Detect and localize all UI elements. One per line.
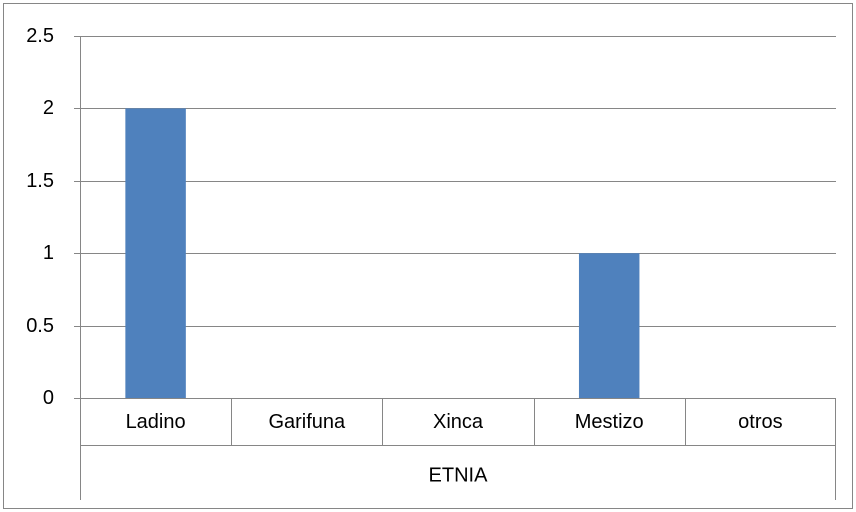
gridlines [80,36,836,327]
axes [74,36,836,500]
y-tick-label: 2.5 [26,25,54,47]
bars [125,108,640,399]
x-category-label: otros [738,411,782,433]
x-axis-group-label: ETNIA [429,464,489,486]
y-tick-label: 1.5 [26,170,54,192]
y-tick-label: 1 [43,242,54,264]
y-tick-label: 2 [43,97,54,119]
bar-mestizo [578,253,640,398]
x-category-label: Mestizo [575,411,644,433]
x-category-label: Garifuna [268,411,346,433]
x-axis-category-labels: Ladino Garifuna Xinca Mestizo otros [126,411,783,433]
bar-ladino [125,108,186,399]
x-category-label: Xinca [433,411,484,433]
y-tick-label: 0.5 [26,315,54,337]
y-tick-label: 0 [43,387,54,409]
y-axis-tick-labels: 0 0.5 1 1.5 2 2.5 [26,25,54,409]
x-category-label: Ladino [126,411,186,433]
